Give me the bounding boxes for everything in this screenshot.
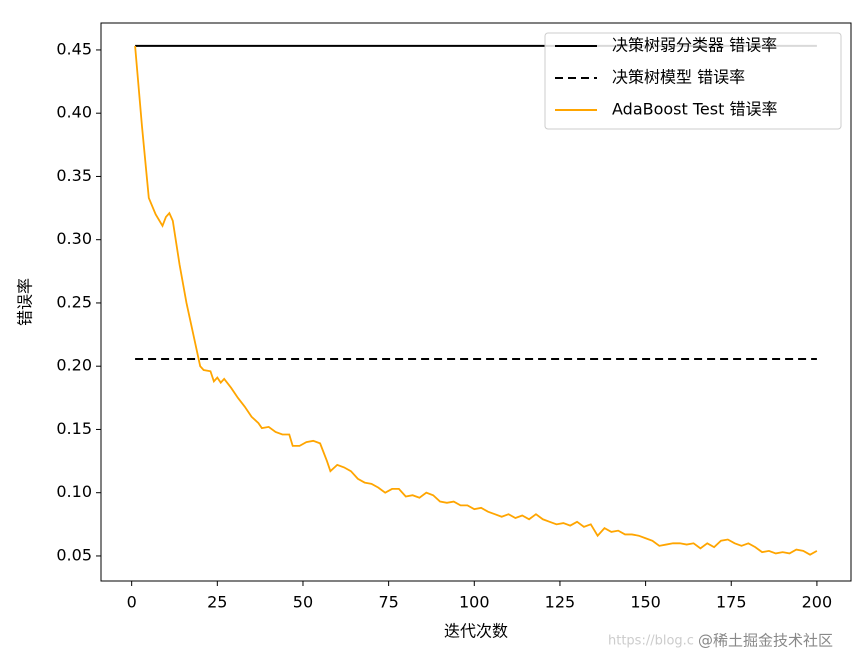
y-tick-label: 0.35 (56, 166, 92, 185)
x-tick-label: 175 (716, 593, 747, 612)
y-tick-label: 0.20 (56, 356, 92, 375)
y-tick-label: 0.40 (56, 103, 92, 122)
legend-box (544, 32, 842, 130)
y-tick-label: 0.15 (56, 419, 92, 438)
watermark: @稀土掘金技术社区 (698, 632, 833, 650)
series-line (134, 45, 818, 556)
y-tick-label: 0.30 (56, 229, 92, 248)
x-tick-label: 200 (802, 593, 833, 612)
y-tick-label: 0.45 (56, 39, 92, 58)
plot-frame (100, 22, 852, 582)
y-axis-label: 错误率 (16, 278, 35, 326)
y-tick-label: 0.05 (56, 545, 92, 564)
x-axis-label: 迭代次数 (444, 622, 508, 641)
legend-label: AdaBoost Test 错误率 (612, 100, 777, 119)
y-tick-label: 0.25 (56, 292, 92, 311)
y-tick-label: 0.10 (56, 482, 92, 501)
legend-label: 决策树弱分类器 错误率 (612, 36, 777, 55)
legend-label: 决策树模型 错误率 (612, 68, 745, 87)
x-tick-label: 50 (293, 593, 313, 612)
x-tick-label: 150 (630, 593, 661, 612)
watermark: https://blog.c (608, 634, 694, 649)
x-tick-label: 0 (127, 593, 137, 612)
x-tick-label: 25 (207, 593, 227, 612)
x-tick-label: 75 (378, 593, 398, 612)
x-tick-label: 125 (545, 593, 576, 612)
x-tick-label: 100 (459, 593, 490, 612)
